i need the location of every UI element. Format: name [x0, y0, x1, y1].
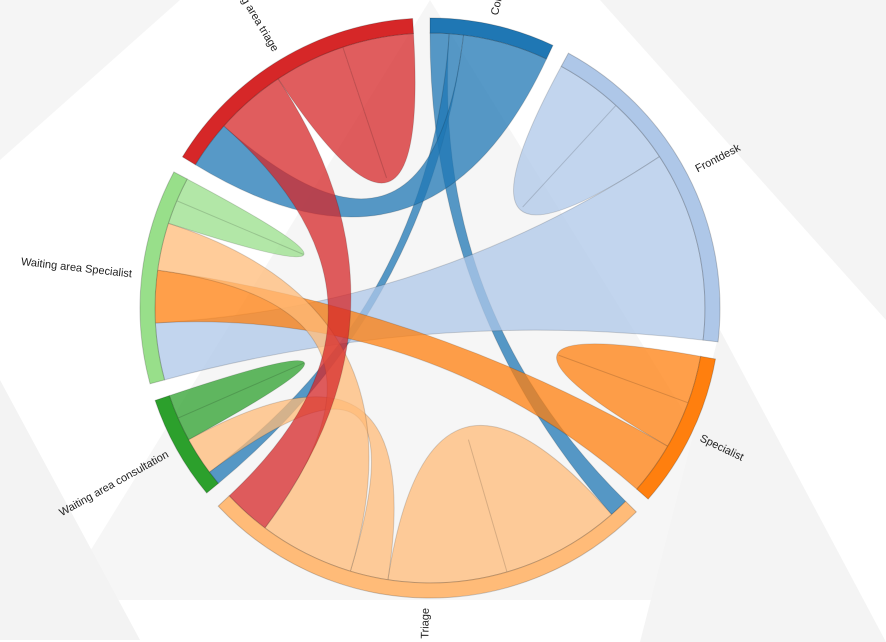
group-arc: [560, 52, 721, 343]
chord-ribbon: [223, 78, 352, 529]
chord-ribbon: [556, 343, 702, 447]
group-arc: [154, 395, 219, 494]
chord-layer: ConsultationFrontdeskSpecialistTriageWai…: [20, 0, 745, 639]
group-arc: [139, 171, 188, 385]
chord-ribbon: [154, 269, 669, 490]
group-label: Frontdesk: [694, 142, 743, 175]
group-label: Waiting area Specialist: [20, 256, 132, 280]
group-label: Consultation: [489, 0, 514, 16]
group-label: Triage: [419, 608, 431, 639]
group-arc: [217, 495, 637, 599]
chord-ribbon: [187, 396, 395, 581]
group-label: Waiting area triage: [223, 0, 281, 54]
chord-ribbon: [387, 425, 613, 584]
group-arc: [429, 17, 554, 60]
group-arc: [636, 355, 717, 500]
group-arc: [181, 17, 415, 166]
